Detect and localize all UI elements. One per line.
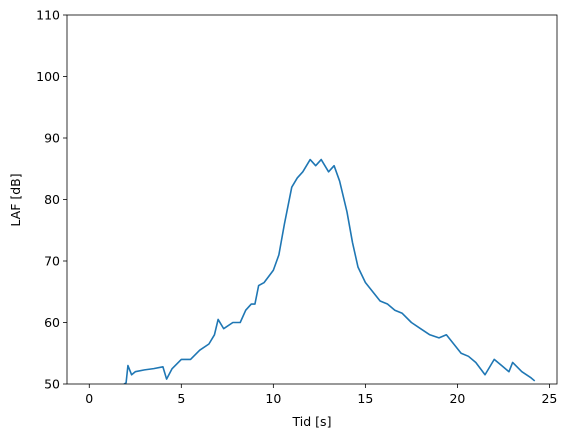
y-tick-label: 110 bbox=[36, 8, 60, 23]
x-tick-label: 25 bbox=[541, 391, 557, 406]
x-axis-label: Tid [s] bbox=[292, 414, 332, 429]
plot-frame bbox=[66, 14, 558, 385]
y-axis-label: LAF [dB] bbox=[8, 173, 23, 226]
x-tick-label: 15 bbox=[357, 391, 373, 406]
x-tick-label: 0 bbox=[85, 391, 93, 406]
y-tick-label: 100 bbox=[36, 69, 60, 84]
y-tick-label: 60 bbox=[44, 315, 60, 330]
x-tick-label: 10 bbox=[265, 391, 281, 406]
y-tick-label: 80 bbox=[44, 192, 60, 207]
y-tick-label: 50 bbox=[44, 377, 60, 392]
y-tick-label: 70 bbox=[44, 254, 60, 269]
x-tick-label: 20 bbox=[449, 391, 465, 406]
data-line bbox=[123, 158, 536, 384]
x-tick-label: 5 bbox=[177, 391, 185, 406]
y-tick-label: 90 bbox=[44, 131, 60, 146]
